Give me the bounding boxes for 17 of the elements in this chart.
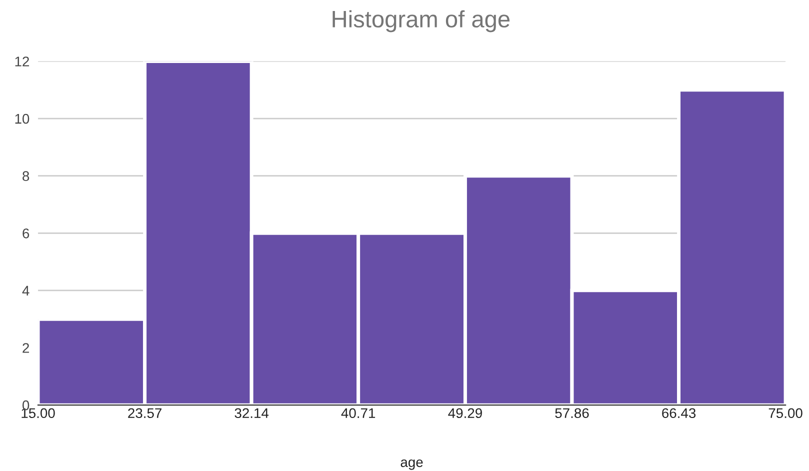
- y-tick-label: 6: [22, 228, 30, 238]
- x-tick-label: 32.14: [234, 408, 269, 418]
- x-tick-label: 75.00: [768, 408, 802, 418]
- chart-title: Histogram of age: [332, 10, 510, 32]
- x-tick-label: 23.57: [128, 408, 162, 418]
- x-tick-label: 15.00: [22, 408, 55, 418]
- y-tick-label: 0: [22, 400, 30, 410]
- y-tick-label: 12: [15, 56, 29, 66]
- x-tick-label: 57.86: [555, 408, 589, 418]
- y-tick-label: 2: [22, 343, 29, 353]
- x-tick-label: 40.71: [341, 408, 376, 418]
- x-tick-label: 49.29: [448, 408, 482, 418]
- x-axis-title: age: [400, 459, 423, 470]
- x-tick-label: 66.43: [662, 408, 696, 418]
- y-tick-label: 10: [15, 114, 30, 124]
- y-tick-label: 8: [22, 171, 30, 182]
- y-tick-label: 4: [22, 286, 30, 296]
